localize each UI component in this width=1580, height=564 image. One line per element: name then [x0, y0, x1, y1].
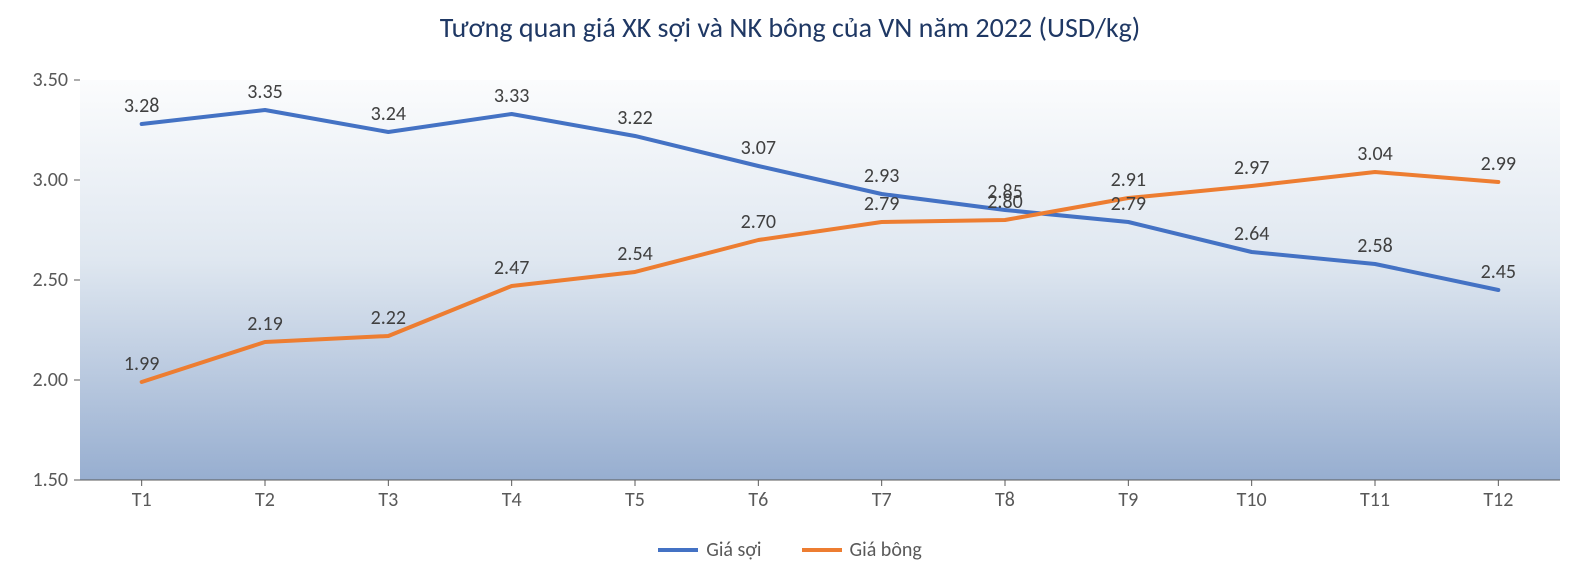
- data-label: 2.45: [1481, 260, 1516, 284]
- legend-swatch: [658, 548, 698, 552]
- data-label: 2.79: [1111, 192, 1146, 216]
- data-label: 3.07: [741, 136, 776, 160]
- data-label: 2.93: [864, 164, 899, 188]
- y-tick-label: 3.50: [0, 68, 68, 92]
- x-tick-label: T8: [965, 488, 1045, 512]
- data-label: 3.22: [617, 106, 652, 130]
- x-tick-label: T9: [1088, 488, 1168, 512]
- data-label: 2.54: [617, 242, 652, 266]
- legend-swatch: [802, 548, 842, 552]
- data-label: 2.19: [247, 312, 282, 336]
- x-tick-label: T6: [718, 488, 798, 512]
- data-label: 2.91: [1111, 168, 1146, 192]
- legend-label: Giá sợi: [706, 538, 761, 562]
- data-label: 2.47: [494, 256, 529, 280]
- x-tick-label: T11: [1335, 488, 1415, 512]
- y-tick-label: 3.00: [0, 168, 68, 192]
- data-label: 2.70: [741, 210, 776, 234]
- data-label: 1.99: [124, 352, 159, 376]
- y-tick-label: 2.50: [0, 268, 68, 292]
- data-label: 2.80: [987, 190, 1022, 214]
- chart-container: Tương quan giá XK sợi và NK bông của VN …: [0, 0, 1580, 564]
- data-label: 2.99: [1481, 152, 1516, 176]
- x-tick-label: T4: [472, 488, 552, 512]
- x-tick-label: T7: [842, 488, 922, 512]
- legend-item: Giá bông: [802, 538, 922, 562]
- x-tick-label: T12: [1458, 488, 1538, 512]
- data-label: 3.28: [124, 94, 159, 118]
- data-label: 2.79: [864, 192, 899, 216]
- x-tick-label: T2: [225, 488, 305, 512]
- data-label: 2.64: [1234, 222, 1269, 246]
- data-label: 2.22: [371, 306, 406, 330]
- data-label: 2.97: [1234, 156, 1269, 180]
- data-label: 3.24: [371, 102, 406, 126]
- legend: Giá sợi Giá bông: [0, 534, 1580, 562]
- x-tick-label: T3: [348, 488, 428, 512]
- y-tick-label: 1.50: [0, 468, 68, 492]
- x-tick-label: T1: [102, 488, 182, 512]
- legend-label: Giá bông: [850, 538, 922, 562]
- x-tick-label: T5: [595, 488, 675, 512]
- data-label: 2.58: [1357, 234, 1392, 258]
- data-label: 3.35: [247, 80, 282, 104]
- y-tick-label: 2.00: [0, 368, 68, 392]
- data-label: 3.04: [1357, 142, 1392, 166]
- legend-item: Giá sợi: [658, 538, 761, 562]
- data-label: 3.33: [494, 84, 529, 108]
- chart-plot: [0, 0, 1580, 564]
- x-tick-label: T10: [1212, 488, 1292, 512]
